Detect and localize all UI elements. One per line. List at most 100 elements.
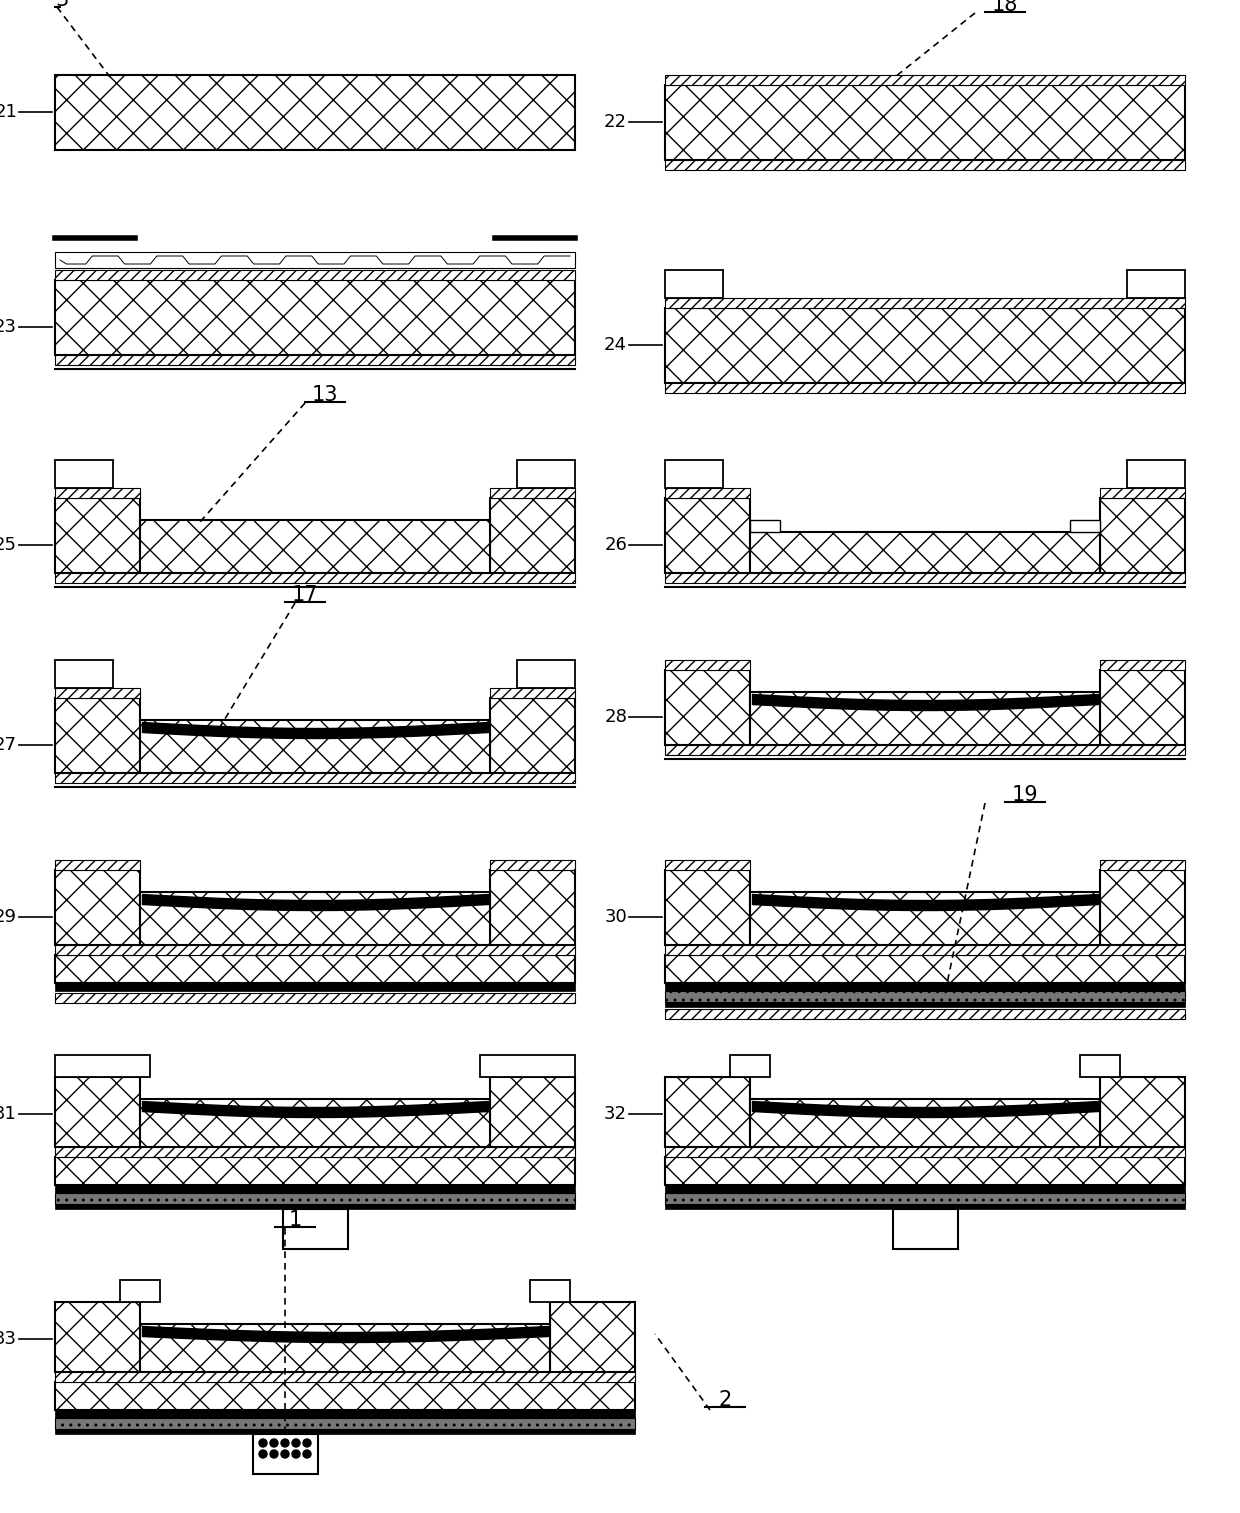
Circle shape: [291, 1439, 300, 1446]
Bar: [140, 893, 490, 946]
Bar: [665, 489, 750, 498]
Bar: [665, 983, 1185, 991]
Bar: [490, 859, 575, 870]
Circle shape: [303, 1439, 311, 1446]
Bar: [55, 1157, 575, 1185]
Bar: [665, 991, 1185, 1002]
Bar: [55, 269, 575, 280]
Bar: [1100, 498, 1185, 573]
Bar: [55, 253, 575, 268]
Text: 26: 26: [604, 536, 627, 554]
Text: 25: 25: [0, 536, 17, 554]
Bar: [490, 1077, 575, 1147]
Bar: [665, 298, 1185, 309]
Bar: [1070, 520, 1100, 533]
Bar: [120, 1280, 160, 1303]
Bar: [665, 1009, 1185, 1018]
Bar: [665, 1185, 1185, 1192]
Bar: [1100, 870, 1185, 946]
Bar: [665, 859, 750, 870]
Bar: [665, 1077, 750, 1147]
Text: 3: 3: [55, 0, 68, 11]
Bar: [140, 1324, 551, 1372]
Circle shape: [291, 1449, 300, 1459]
Text: 24: 24: [604, 336, 627, 354]
Bar: [55, 1185, 575, 1192]
Bar: [55, 76, 575, 150]
Bar: [665, 269, 723, 298]
Bar: [517, 460, 575, 489]
Bar: [283, 1209, 348, 1250]
Bar: [55, 946, 575, 955]
Bar: [55, 1077, 140, 1147]
Bar: [55, 1372, 635, 1381]
Text: 18: 18: [992, 0, 1018, 15]
Bar: [490, 697, 575, 773]
Bar: [55, 773, 575, 784]
Bar: [893, 1209, 959, 1250]
Bar: [665, 383, 1185, 393]
Bar: [665, 498, 750, 573]
Text: 32: 32: [604, 1104, 627, 1123]
Bar: [55, 688, 140, 697]
Bar: [730, 1055, 770, 1077]
Bar: [1127, 460, 1185, 489]
Bar: [665, 744, 1185, 755]
Bar: [253, 1434, 317, 1474]
Text: 29: 29: [0, 908, 17, 926]
Bar: [1100, 1077, 1185, 1147]
Bar: [55, 460, 113, 489]
Text: 13: 13: [311, 384, 339, 405]
Text: 23: 23: [0, 318, 17, 336]
Circle shape: [281, 1439, 289, 1446]
Bar: [55, 983, 575, 991]
Bar: [665, 955, 1185, 983]
Circle shape: [281, 1449, 289, 1459]
Bar: [490, 498, 575, 573]
Bar: [551, 1303, 635, 1372]
Bar: [517, 660, 575, 688]
Circle shape: [270, 1439, 278, 1446]
Bar: [750, 1098, 1100, 1147]
Bar: [140, 520, 490, 573]
Bar: [55, 993, 575, 1003]
Bar: [55, 1192, 575, 1204]
Bar: [55, 1055, 150, 1077]
Bar: [55, 697, 140, 773]
Bar: [665, 660, 750, 670]
Bar: [750, 691, 1100, 744]
Bar: [665, 1002, 1185, 1008]
Bar: [55, 573, 575, 583]
Bar: [490, 688, 575, 697]
Bar: [55, 1428, 635, 1434]
Bar: [55, 1303, 140, 1372]
Bar: [665, 670, 750, 744]
Text: 1: 1: [289, 1210, 301, 1230]
Bar: [140, 720, 490, 773]
Bar: [750, 520, 780, 533]
Bar: [55, 489, 140, 498]
Bar: [55, 1418, 635, 1428]
Bar: [55, 660, 113, 688]
Bar: [1100, 489, 1185, 498]
Bar: [1100, 660, 1185, 670]
Bar: [665, 85, 1185, 160]
Bar: [1080, 1055, 1120, 1077]
Bar: [55, 955, 575, 983]
Bar: [490, 870, 575, 946]
Bar: [490, 489, 575, 498]
Circle shape: [303, 1449, 311, 1459]
Bar: [55, 356, 575, 365]
Bar: [665, 1204, 1185, 1209]
Circle shape: [259, 1439, 267, 1446]
Text: 2: 2: [718, 1390, 732, 1410]
Text: 28: 28: [604, 708, 627, 726]
Circle shape: [259, 1449, 267, 1459]
Bar: [55, 1381, 635, 1410]
Bar: [55, 870, 140, 946]
Bar: [665, 460, 723, 489]
Bar: [55, 280, 575, 356]
Bar: [55, 1410, 635, 1418]
Bar: [750, 893, 1100, 946]
Bar: [665, 76, 1185, 85]
